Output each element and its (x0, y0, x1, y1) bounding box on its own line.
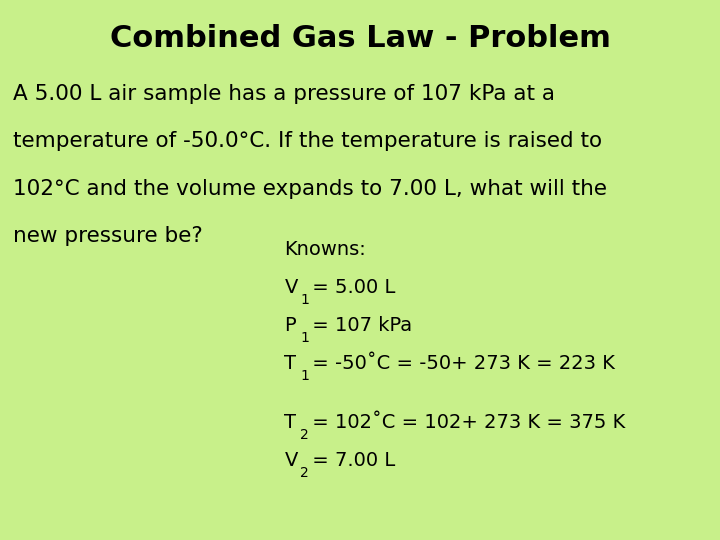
Text: 2: 2 (300, 428, 309, 442)
Text: = 7.00 L: = 7.00 L (306, 451, 395, 470)
Text: P: P (284, 316, 296, 335)
Text: 1: 1 (300, 293, 309, 307)
Text: temperature of -50.0°C. If the temperature is raised to: temperature of -50.0°C. If the temperatu… (13, 131, 602, 151)
Text: Knowns:: Knowns: (284, 240, 366, 259)
Text: = 107 kPa: = 107 kPa (306, 316, 412, 335)
Text: = 5.00 L: = 5.00 L (306, 278, 395, 297)
Text: 1: 1 (300, 331, 309, 345)
Text: 2: 2 (300, 466, 309, 480)
Text: T: T (284, 354, 297, 373)
Text: V: V (284, 451, 298, 470)
Text: new pressure be?: new pressure be? (13, 226, 203, 246)
Text: A 5.00 L air sample has a pressure of 107 kPa at a: A 5.00 L air sample has a pressure of 10… (13, 84, 555, 104)
Text: T: T (284, 413, 297, 432)
Text: V: V (284, 278, 298, 297)
Text: = 102˚C = 102+ 273 K = 375 K: = 102˚C = 102+ 273 K = 375 K (306, 413, 625, 432)
Text: = -50˚C = -50+ 273 K = 223 K: = -50˚C = -50+ 273 K = 223 K (306, 354, 615, 373)
Text: Combined Gas Law - Problem: Combined Gas Law - Problem (109, 24, 611, 53)
Text: 1: 1 (300, 369, 309, 383)
Text: 102°C and the volume expands to 7.00 L, what will the: 102°C and the volume expands to 7.00 L, … (13, 179, 607, 199)
